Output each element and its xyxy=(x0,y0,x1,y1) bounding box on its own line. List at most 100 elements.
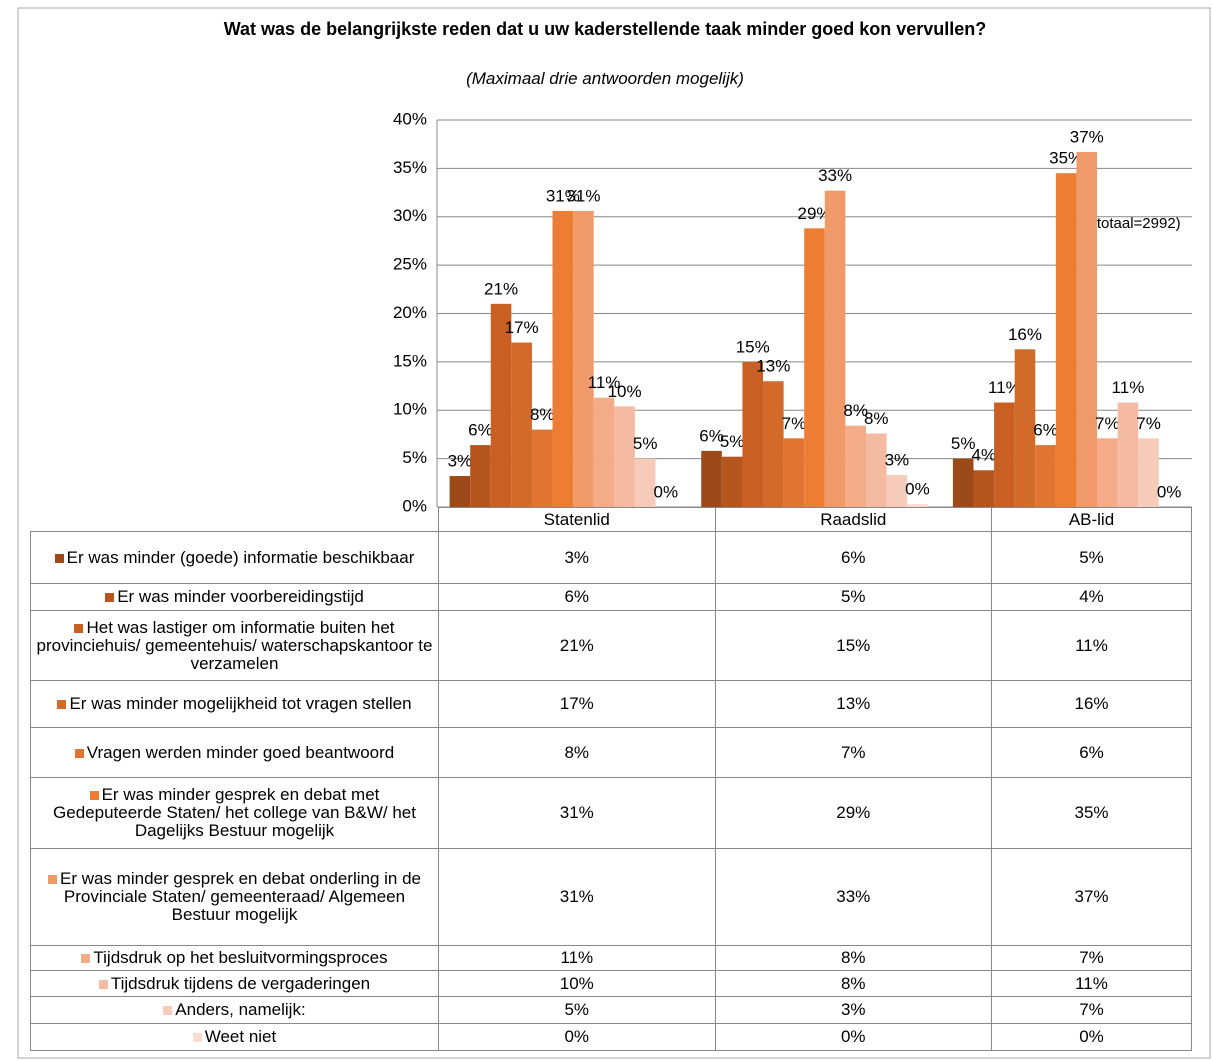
table-value: 0% xyxy=(438,1023,716,1051)
data-label: 17% xyxy=(505,318,539,337)
table-value: 5% xyxy=(991,531,1192,584)
table-value: 4% xyxy=(991,583,1192,611)
table-row: Anders, namelijk: 5% 3% 7% xyxy=(30,996,1192,1024)
data-label: 6% xyxy=(699,426,724,445)
bar xyxy=(994,402,1015,507)
table-value: 16% xyxy=(991,680,1192,728)
bar xyxy=(845,425,866,507)
data-label: 8% xyxy=(843,401,868,420)
annotation: (n totaal=2992) xyxy=(1079,215,1180,232)
data-label: 29% xyxy=(797,204,831,223)
table-value: 11% xyxy=(991,610,1192,681)
bar xyxy=(511,342,532,507)
table-value: 11% xyxy=(991,970,1192,997)
chart-title: Wat was de belangrijkste reden dat u uw … xyxy=(223,19,987,39)
legend-swatch xyxy=(74,748,84,758)
legend-swatch xyxy=(57,700,67,709)
table-value: 6% xyxy=(714,531,993,584)
data-label: 0% xyxy=(653,482,678,501)
legend-swatch xyxy=(89,791,99,800)
table-row: Er was minder voorbereidingstijd 6% 5% 4% xyxy=(30,583,1192,611)
bar xyxy=(1097,438,1118,507)
y-tick-label: 5% xyxy=(402,448,427,467)
legend-cell: Er was minder gesprek en debat onderling… xyxy=(30,848,439,946)
bar xyxy=(886,475,908,507)
legend-cell: Er was minder mogelijkheid tot vragen st… xyxy=(30,680,439,728)
table-value: 7% xyxy=(991,996,1192,1024)
bar xyxy=(1117,402,1139,507)
data-label: 37% xyxy=(1070,127,1104,146)
table-value: 3% xyxy=(438,531,716,584)
legend-label: Tijdsdruk op het besluitvormingsproces xyxy=(93,948,388,967)
table-row: Vragen werden minder goed beantwoord 8% 7%… xyxy=(30,727,1192,778)
bar xyxy=(952,458,974,507)
legend-swatch xyxy=(54,553,64,563)
table-value: 11% xyxy=(438,945,716,971)
data-label: 31% xyxy=(546,186,580,205)
y-tick-label: 10% xyxy=(393,400,427,419)
table-value: 31% xyxy=(438,848,716,946)
table-value: 0% xyxy=(714,1023,993,1051)
legend-cell: Anders, namelijk: xyxy=(30,996,439,1024)
data-label: 15% xyxy=(736,337,770,356)
table-value: 21% xyxy=(438,610,716,681)
data-label: 7% xyxy=(1136,414,1161,433)
y-tick-label: 35% xyxy=(393,158,427,177)
bar xyxy=(907,504,928,507)
legend-swatch xyxy=(74,623,84,633)
table-value: 8% xyxy=(438,727,716,778)
data-label: 5% xyxy=(633,434,658,453)
bar xyxy=(865,433,887,507)
bar xyxy=(804,228,825,508)
data-label: 5% xyxy=(951,434,976,453)
bar xyxy=(701,450,722,507)
legend-cell: Vragen werden minder goed beantwoord xyxy=(30,727,439,778)
legend-label: Er was minder voorbereidingstijd xyxy=(117,587,364,606)
data-label: 6% xyxy=(468,421,493,440)
bar xyxy=(614,406,635,507)
legend-cell: Er was minder voorbereidingstijd xyxy=(30,583,439,611)
table-value: 3% xyxy=(714,996,993,1024)
data-label: 3% xyxy=(885,451,910,470)
table-row: Tijdsdruk op het besluitvormingsproces 11… xyxy=(30,945,1192,971)
y-tick-label: 25% xyxy=(393,255,427,274)
y-tick-label: 30% xyxy=(393,206,427,225)
data-label: 0% xyxy=(905,480,930,499)
table-row: Er was minder (goede) informatie beschik… xyxy=(30,531,1192,584)
bar xyxy=(1138,438,1159,507)
table-row: Het was lastiger om informatie buiten he… xyxy=(30,610,1192,681)
category-label: Statenlid xyxy=(438,507,716,532)
table-value: 7% xyxy=(991,945,1192,971)
bar xyxy=(721,456,743,507)
data-label: 33% xyxy=(818,166,852,185)
table-value: 13% xyxy=(714,680,993,728)
legend-swatch xyxy=(192,1033,202,1042)
category-label: AB-lid xyxy=(991,507,1192,532)
data-label: 6% xyxy=(1033,421,1058,440)
legend-label: Weet niet xyxy=(204,1027,277,1046)
table-row: Er was minder gesprek en debat onderling… xyxy=(30,848,1192,946)
legend-cell: Tijdsdruk tijdens de vergaderingen xyxy=(30,970,439,997)
table-value: 6% xyxy=(991,727,1192,778)
bar xyxy=(531,429,553,507)
table-value: 10% xyxy=(438,970,716,997)
table-value: 0% xyxy=(991,1023,1192,1051)
data-label: 16% xyxy=(1008,325,1042,344)
bar xyxy=(1014,349,1036,507)
chart-subtitle: (Maximaal drie antwoorden mogelijk) xyxy=(466,69,744,88)
bar xyxy=(824,190,846,507)
table-value: 37% xyxy=(991,848,1192,946)
legend-swatch xyxy=(81,954,91,963)
bar xyxy=(1076,151,1098,508)
legend-cell: Weet niet xyxy=(30,1023,439,1051)
table-value: 17% xyxy=(438,680,716,728)
bar xyxy=(470,445,491,507)
data-label: 7% xyxy=(1095,414,1120,433)
table-row: Tijdsdruk tijdens de vergaderingen 10% 8% 1… xyxy=(30,970,1192,997)
table-value: 5% xyxy=(438,996,716,1024)
bar xyxy=(552,210,574,507)
table-value: 31% xyxy=(438,777,716,849)
data-label: 8% xyxy=(530,405,555,424)
table-value: 8% xyxy=(714,970,993,997)
bar xyxy=(763,381,784,507)
